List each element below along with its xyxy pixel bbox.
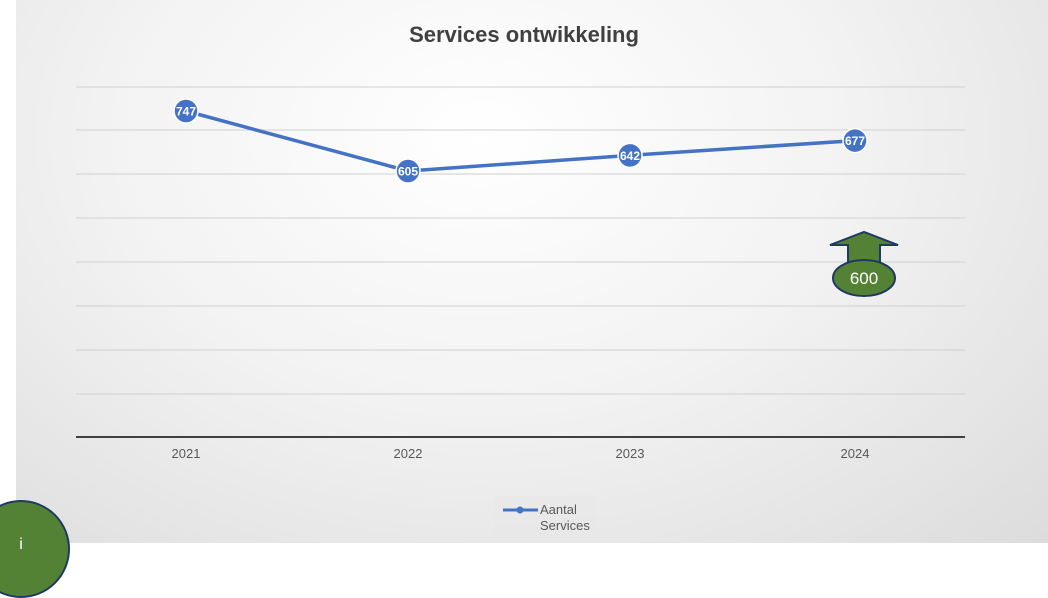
legend-label-line1: Aantal bbox=[540, 502, 577, 517]
corner-badge-text: i bbox=[19, 536, 23, 553]
legend-marker-swatch bbox=[516, 506, 524, 514]
data-point-2024 bbox=[842, 127, 868, 154]
annotation-oval bbox=[832, 259, 896, 297]
data-point-2021 bbox=[173, 98, 199, 124]
annotation-600: 600 bbox=[829, 230, 899, 297]
data-points: 747 605 642 677 bbox=[173, 98, 868, 184]
x-tick-labels: 2021 2022 2023 2024 bbox=[172, 446, 870, 461]
up-arrow-icon bbox=[829, 230, 899, 263]
x-tick-label-2022: 2022 bbox=[394, 446, 423, 461]
line-chart: 2021 2022 2023 2024 747 605 642 677 600 Aantal… bbox=[76, 86, 965, 538]
legend: Aantal Services bbox=[494, 496, 596, 538]
annotation-label: 600 bbox=[850, 269, 878, 288]
data-label-2021: 747 bbox=[176, 105, 196, 119]
data-point-2022 bbox=[395, 158, 421, 184]
chart-title: Services ontwikkeling bbox=[409, 22, 639, 47]
data-label-2023: 642 bbox=[620, 149, 640, 163]
x-tick-label-2021: 2021 bbox=[172, 446, 201, 461]
legend-label-line2: Services bbox=[540, 518, 590, 533]
data-point-2023 bbox=[617, 142, 643, 169]
x-tick-label-2023: 2023 bbox=[616, 446, 645, 461]
legend-box bbox=[494, 496, 596, 538]
data-label-2022: 605 bbox=[398, 165, 418, 179]
x-tick-label-2024: 2024 bbox=[841, 446, 870, 461]
gridlines bbox=[76, 86, 965, 395]
data-label-2024: 677 bbox=[845, 134, 865, 148]
series-line-aantal-services bbox=[185, 109, 856, 173]
